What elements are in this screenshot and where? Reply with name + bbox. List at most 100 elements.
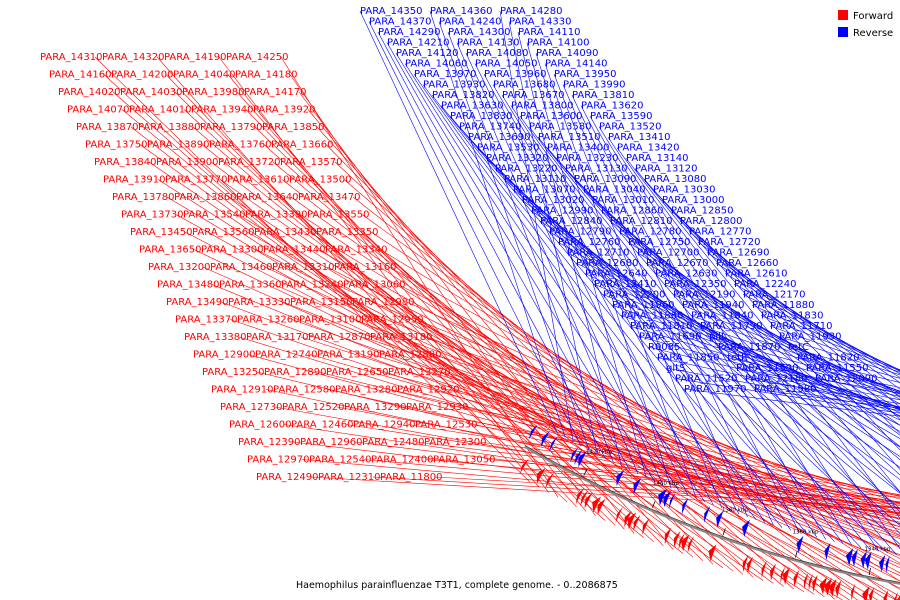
gene-label: PARA_13180 [370,332,432,343]
gene-label: PARA_13550 [307,210,369,221]
tick-mark [583,469,588,476]
gene-label: PARA_14120 [396,48,458,59]
gene-label: PARA_13810 [572,90,634,101]
legend: Forward Reverse [838,10,893,39]
forward-connector [299,214,888,600]
gene-label: PARA_12400 [371,455,433,466]
gene-label: PARA_14290 [378,27,440,38]
gene-label: PARA_14020 [58,87,120,98]
gene-label: PARA_13960 [484,69,546,80]
reverse-feature [716,510,724,528]
reverse-connector [431,94,757,520]
connector-lines [94,10,900,600]
forward-feature [808,573,814,591]
reverse-connector [690,315,900,392]
reverse-connector [557,241,900,439]
gene-label: PARA_11980 [754,384,816,395]
gene-label: PARA_13490 [166,297,228,308]
forward-connector [352,196,867,600]
reverse-connector [449,115,809,536]
tick-label: 1380 kbp [722,508,748,514]
gene-label: PARA_11800 [380,472,442,483]
gene-label: PARA_13730 [121,210,183,221]
reverse-connector [751,304,900,371]
gene-label: PARA_12940 [353,420,415,431]
reverse-connector [699,325,900,392]
gene-label: PARA_13420 [617,143,679,154]
forward-connector [174,91,616,526]
tick-label: 1340 kbp [864,546,890,552]
gene-label: PARA_13920 [253,105,315,116]
gene-label: PARA_13540 [183,210,245,221]
gene-label: PARA_12750 [628,237,690,248]
gene-label: PARA_14360 [430,6,492,17]
gene-label: PARA_13880 [138,122,200,133]
gene-label: PARA_14070 [67,105,129,116]
forward-feature [687,536,694,553]
gene-label: PARA_12930 [406,402,468,413]
gene-label: PARA_11520 [675,374,737,385]
reverse-connector [681,304,900,393]
gene-label: PARA_12920 [397,385,459,396]
tick-mark [652,501,656,508]
reverse-connector [386,42,631,471]
reverse-connector [566,252,900,432]
gene-label: PARA_14010 [129,105,191,116]
reverse-connector [359,10,558,434]
forward-connector [219,179,815,595]
gene-label: PARA_13660 [271,140,333,151]
gene-label: PARA_12650 [326,367,388,378]
gene-label: PARA_13030 [653,185,715,196]
gene-label: PARA_14350 [360,6,422,17]
gene-label: PARA_12890 [264,367,326,378]
forward-connector [343,179,835,600]
gene-label: PARA_12900 [193,350,255,361]
reverse-connector [593,283,900,417]
forward-connector [227,74,587,512]
gene-label: PARA_11860 [621,311,683,322]
reverse-connector [636,252,900,411]
gene-label: PARA_14140 [545,59,607,70]
gene-label: PARA_13620 [581,101,643,112]
gene-label: PARA_13240 [281,280,343,291]
reverse-connector [717,346,900,395]
forward-feature [742,555,749,573]
gene-label: PARA_13160 [334,262,396,273]
gene-label: PARA_14100 [527,38,589,49]
reverse-feature [879,554,886,573]
gene-label: PARA_13690 [468,132,530,143]
forward-connector [236,91,625,530]
gene-label: PARA_13760 [209,140,271,151]
gene-label: PARA_13600 [520,111,582,122]
gene-label: PARA_13270 [388,367,450,378]
reverse-connector [638,336,900,408]
forward-connector [183,109,654,543]
gene-label: PARA_12710 [567,248,629,259]
forward-connector [263,144,744,575]
gene-label: PARA_13820 [432,90,494,101]
gene-label: PARA_12780 [619,227,681,238]
reverse-connector [539,220,900,457]
forward-connector [237,214,879,600]
gene-label: PARA_12600 [229,420,291,431]
gene-label: PARA_12390 [238,437,300,448]
gene-label: PARA_12240 [734,279,796,290]
gene-label: PARA_12990 [531,206,593,217]
gene-label: PARA_12640 [585,269,647,280]
gene-label: PARA_11820 [797,353,859,364]
gene-label: PARA_12520 [282,402,344,413]
gene-label: PARA_14110 [518,27,580,38]
reverse-connector [625,157,900,519]
gene-label: PARA_13980 [182,87,244,98]
gene-label: PARA_13350 [316,227,378,238]
gene-label: PARA_13340 [325,245,387,256]
reverse-feature [574,449,583,466]
gene-label: PARA_13840 [94,157,156,168]
gene-label: PARA_13100 [299,315,361,326]
forward-feature [793,569,800,588]
gene-label: PARA_13220 [495,164,557,175]
gene-label: PARA_11840 [691,311,753,322]
gene-label: PARA_14090 [536,48,598,59]
gene-label: gltS [666,363,685,374]
reverse-connector [656,357,900,410]
